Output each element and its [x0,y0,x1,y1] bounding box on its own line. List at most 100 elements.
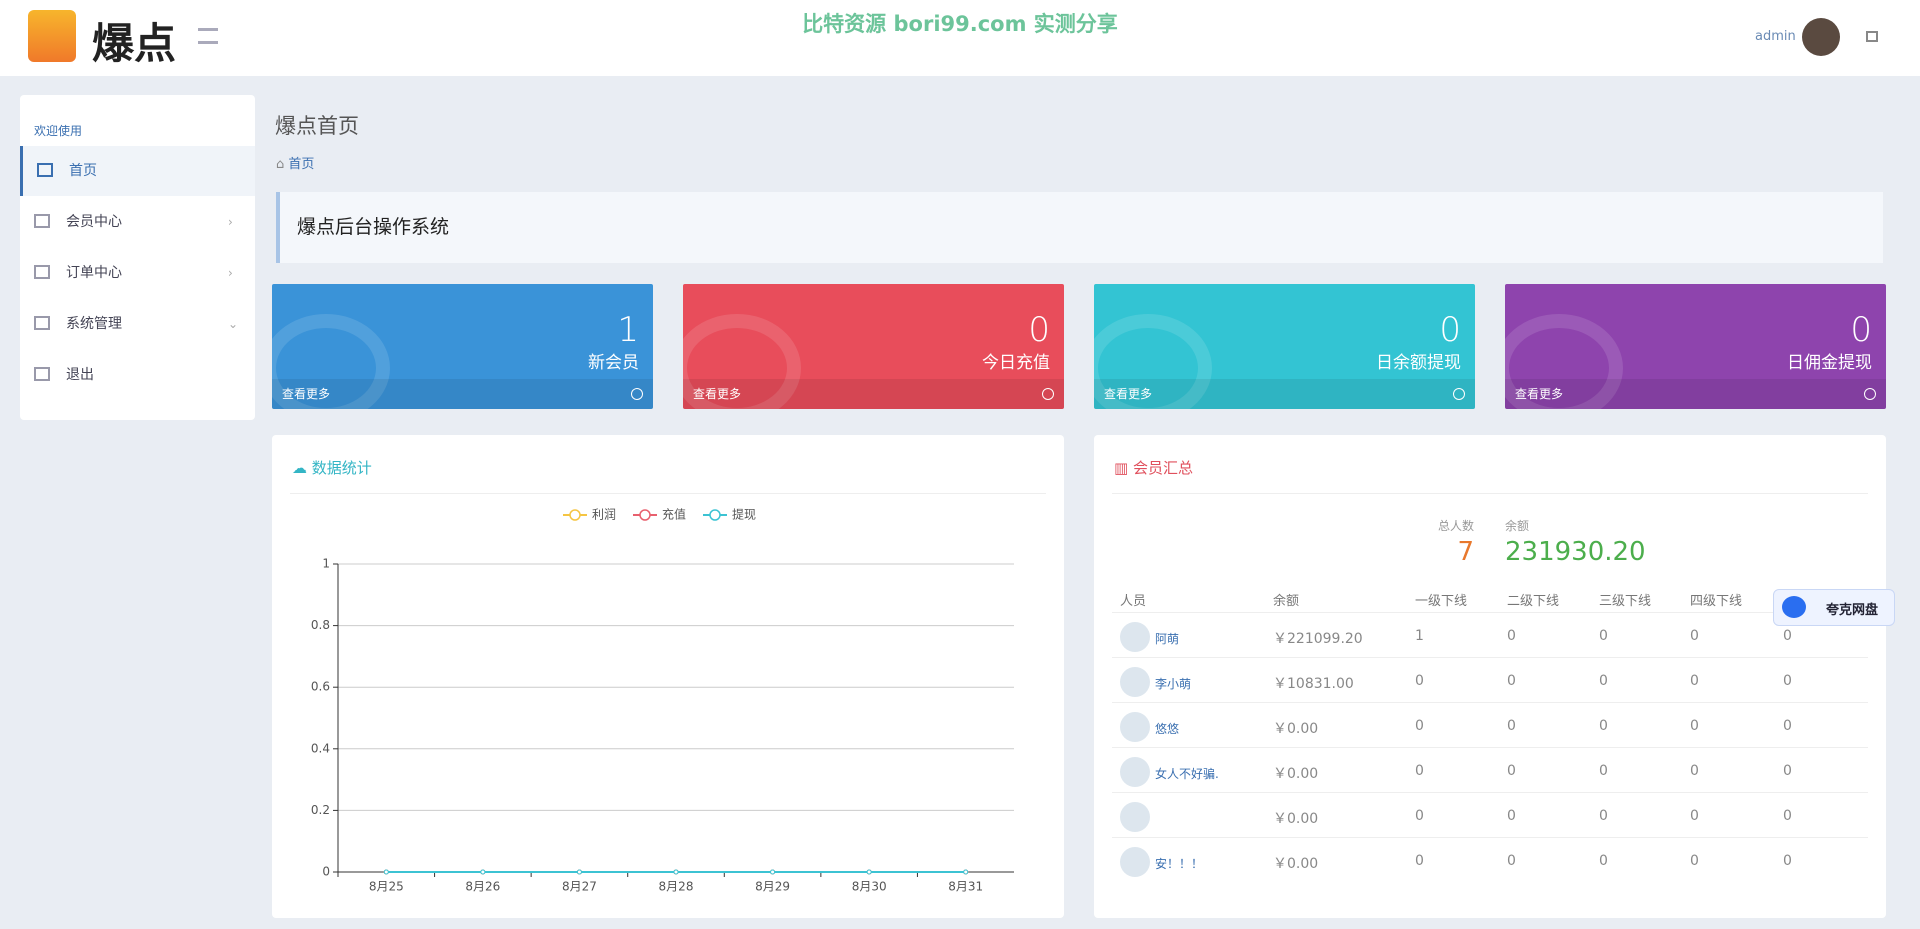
card-link[interactable]: 查看更多 [693,387,742,401]
logout-icon[interactable] [1866,31,1878,42]
member-name[interactable]: 女人不好骗. [1155,767,1219,781]
member-avatar [1120,847,1150,877]
card-value: 0 [1028,310,1050,350]
banner-text: 爆点后台操作系统 [297,216,450,238]
card-label: 日佣金提现 [1787,353,1872,373]
column-header: 一级下线 [1415,594,1468,609]
row-divider [1112,657,1868,658]
point [866,869,872,875]
point [576,869,582,875]
breadcrumb[interactable]: ⌂ 首页 [276,157,315,172]
card-footer[interactable]: 查看更多 [1094,379,1475,409]
nav-label: 会员中心 [66,214,122,230]
row-divider [1112,702,1868,703]
member-name[interactable]: 李小萌 [1155,677,1192,691]
sidebar: 欢迎使用 首页 会员中心 › 订单中心 › 系统管理 ⌄ 退出 [20,95,255,420]
sidebar-heading: 欢迎使用 [34,124,83,138]
member-avatar [1120,802,1150,832]
nav-label: 退出 [66,367,94,383]
legend-marker [639,509,651,521]
widget-icon [1782,596,1806,618]
balance-value: 231930.20 [1505,537,1646,567]
member-avatar [1120,622,1150,652]
member-name[interactable]: 安！！！ [1155,857,1204,871]
y-tick-label: 0.2 [311,803,330,817]
panel-title-text: 数据统计 [311,459,372,477]
table-cell: 0 [1507,763,1516,779]
stat-card: 1 新会员查看更多 [272,284,653,409]
balance-label: 余额 [1505,519,1530,533]
card-label: 新会员 [588,353,639,373]
table-cell: 0 [1599,853,1608,869]
point [673,869,679,875]
nav-label: 系统管理 [66,316,122,332]
card-footer[interactable]: 查看更多 [683,379,1064,409]
x-tick-label: 8月31 [948,880,983,894]
divider [1112,493,1868,494]
legend-marker [709,509,721,521]
nav-label: 订单中心 [66,265,122,281]
chart: 0 0.2 0.4 0.6 0.8 1 8月25 8月26 8月27 8月28 8月29 8月30 8月… [311,507,1014,894]
x-tick-label: 8月25 [369,880,404,894]
point [770,869,776,875]
total-value: 7 [1457,537,1474,567]
card-footer[interactable]: 查看更多 [1505,379,1886,409]
table-cell: 0 [1507,853,1516,869]
table-cell: 0 [1599,673,1608,689]
table-cell: 0 [1599,628,1608,644]
nav-item[interactable]: 首页 [20,146,255,196]
menu-toggle[interactable] [198,28,218,44]
table-cell: 0 [1783,718,1792,734]
row-divider [1112,747,1868,748]
column-header: 余额 [1273,594,1300,609]
card-value: 1 [617,310,639,350]
nav-item[interactable]: 退出 [20,350,255,400]
card-label: 日余额提现 [1376,353,1461,373]
widget-label[interactable]: 夸克网盘 [1826,603,1879,618]
floating-widget[interactable]: 夸克网盘 [1773,589,1895,626]
nav-icon [34,316,50,330]
card-footer[interactable]: 查看更多 [272,379,653,409]
table-cell: 0 [1599,718,1608,734]
nav-label: 首页 [69,163,97,179]
table-cell: ￥10831.00 [1273,676,1354,692]
nav-arrow: › [228,266,233,280]
member-avatar [1120,712,1150,742]
x-tick-label: 8月29 [755,880,790,894]
username[interactable]: admin [1755,29,1796,44]
table-cell: 1 [1415,628,1424,644]
nav-icon [37,163,53,177]
card-value: 0 [1439,310,1461,350]
card-link[interactable]: 查看更多 [1515,387,1564,401]
column-header: 二级下线 [1507,594,1560,609]
table-cell: 0 [1783,673,1792,689]
x-tick-label: 8月26 [465,880,500,894]
table-cell: 0 [1690,853,1699,869]
card-label: 今日充值 [982,353,1050,373]
card-link[interactable]: 查看更多 [1104,387,1153,401]
nav-item[interactable]: 会员中心 › [20,197,255,247]
member-name[interactable]: 阿萌 [1155,632,1180,646]
y-tick-label: 0.6 [311,680,330,694]
stat-card: 0 日余额提现查看更多 [1094,284,1475,409]
table-cell: 0 [1783,808,1792,824]
nav-arrow: ⌄ [228,317,239,331]
card-link[interactable]: 查看更多 [282,387,331,401]
table-cell: 0 [1783,763,1792,779]
column-header: 人员 [1120,594,1147,609]
table-cell: 0 [1415,718,1424,734]
nav-item[interactable]: 订单中心 › [20,248,255,298]
row-divider [1112,612,1868,613]
nav-item[interactable]: 系统管理 ⌄ [20,299,255,349]
card-arrow [631,388,643,400]
legend-label: 提现 [732,507,756,522]
logo-icon [28,10,76,62]
member-name[interactable]: 悠悠 [1155,722,1180,736]
breadcrumb-link[interactable]: 首页 [288,157,315,172]
card-value: 0 [1850,310,1872,350]
avatar[interactable] [1802,18,1840,56]
table-cell: 0 [1690,808,1699,824]
legend-marker [569,509,581,521]
panel-title-text: 会员汇总 [1132,459,1193,477]
table-cell: ￥0.00 [1273,766,1319,782]
